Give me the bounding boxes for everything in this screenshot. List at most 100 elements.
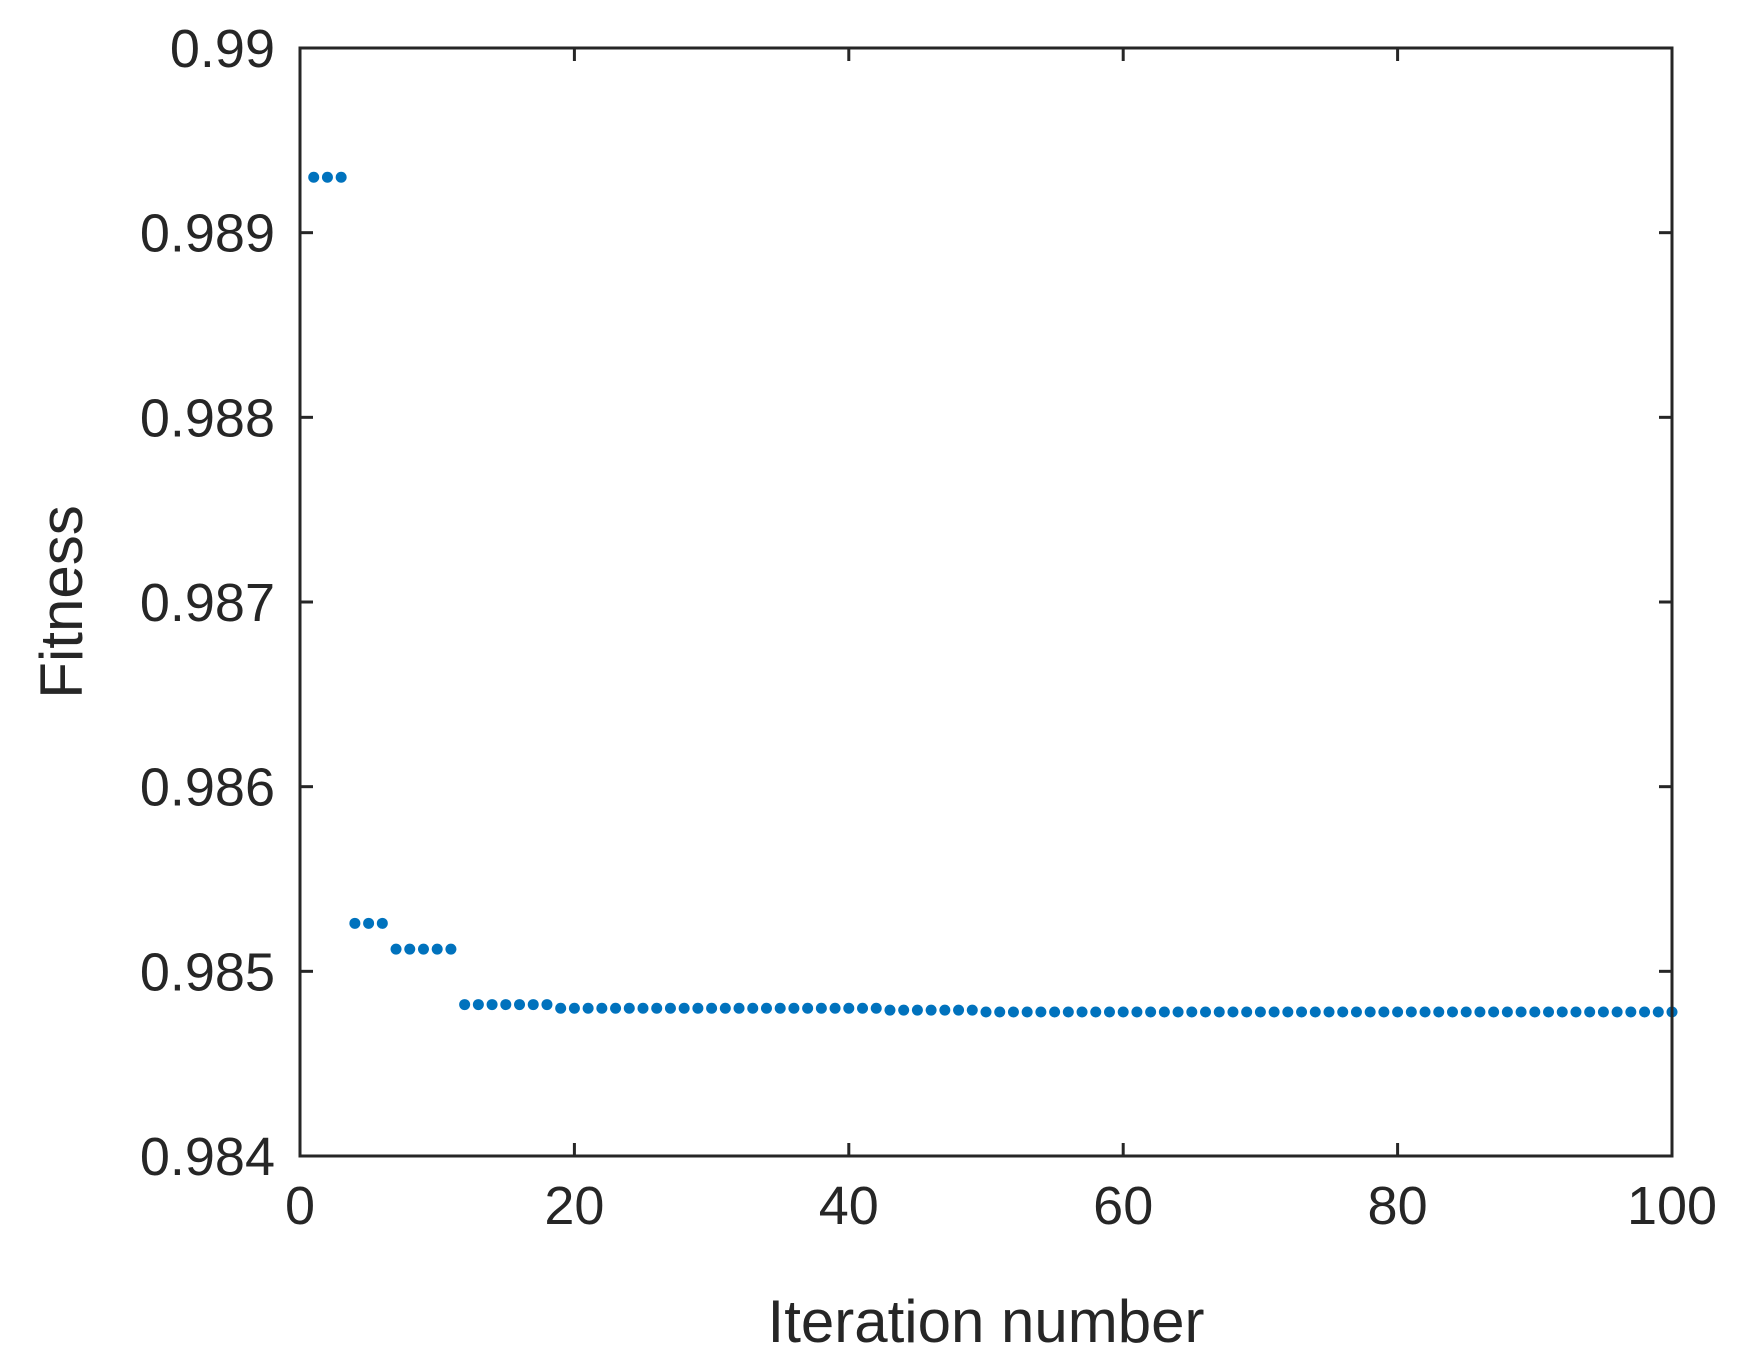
data-point: [1584, 1006, 1596, 1018]
data-point: [651, 1002, 663, 1014]
data-point: [1241, 1006, 1253, 1018]
data-point: [1076, 1006, 1088, 1018]
x-tick-label: 60: [1093, 1176, 1153, 1236]
data-point: [1392, 1006, 1404, 1018]
data-point: [541, 999, 553, 1011]
data-point: [1158, 1006, 1170, 1018]
x-tick-label: 0: [285, 1176, 315, 1236]
data-point: [527, 999, 539, 1011]
data-point: [678, 1002, 690, 1014]
data-point: [1405, 1006, 1417, 1018]
data-point: [994, 1006, 1006, 1018]
data-point: [1227, 1006, 1239, 1018]
data-point: [925, 1004, 937, 1016]
data-point: [966, 1004, 978, 1016]
data-point: [664, 1002, 676, 1014]
data-point: [1172, 1006, 1184, 1018]
data-point: [390, 943, 402, 955]
data-point: [1501, 1006, 1513, 1018]
data-point: [500, 999, 512, 1011]
data-point: [568, 1002, 580, 1014]
data-point: [1131, 1006, 1143, 1018]
data-point: [596, 1002, 608, 1014]
x-tick-label: 40: [819, 1176, 879, 1236]
data-point: [1625, 1006, 1637, 1018]
data-point: [1515, 1006, 1527, 1018]
data-point: [349, 917, 361, 929]
y-tick-label: 0.986: [140, 758, 275, 818]
data-point: [898, 1004, 910, 1016]
data-point: [431, 943, 443, 955]
data-point: [1200, 1006, 1212, 1018]
data-point: [1145, 1006, 1157, 1018]
x-tick-label: 100: [1627, 1176, 1717, 1236]
data-point: [953, 1004, 965, 1016]
data-point: [760, 1002, 772, 1014]
data-points: [308, 171, 1678, 1018]
data-point: [1117, 1006, 1129, 1018]
data-point: [1254, 1006, 1266, 1018]
data-point: [1337, 1006, 1349, 1018]
data-point: [582, 1002, 594, 1014]
data-point: [1556, 1006, 1568, 1018]
data-point: [939, 1004, 951, 1016]
data-point: [555, 1002, 567, 1014]
data-point: [870, 1002, 882, 1014]
data-point: [1186, 1006, 1198, 1018]
plot-frame: [298, 46, 1674, 1158]
data-point: [623, 1002, 635, 1014]
data-point: [472, 999, 484, 1011]
data-point: [1570, 1006, 1582, 1018]
data-point: [1364, 1006, 1376, 1018]
data-point: [802, 1002, 814, 1014]
data-point: [774, 1002, 786, 1014]
data-point: [1543, 1006, 1555, 1018]
data-point: [911, 1004, 923, 1016]
data-point: [857, 1002, 869, 1014]
data-point: [1488, 1006, 1500, 1018]
data-point: [829, 1002, 841, 1014]
data-point: [1446, 1006, 1458, 1018]
data-point: [308, 171, 320, 183]
data-point: [1007, 1006, 1019, 1018]
data-point: [363, 917, 375, 929]
data-point: [733, 1002, 745, 1014]
data-point: [884, 1004, 896, 1016]
data-point: [1021, 1006, 1033, 1018]
data-point: [321, 171, 333, 183]
data-point: [376, 917, 388, 929]
data-point: [747, 1002, 759, 1014]
data-point: [1090, 1006, 1102, 1018]
data-point: [459, 999, 471, 1011]
y-tick-label: 0.985: [140, 942, 275, 1002]
y-tick-label: 0.988: [140, 388, 275, 448]
data-point: [1460, 1006, 1472, 1018]
data-point: [1652, 1006, 1664, 1018]
data-point: [417, 943, 429, 955]
data-point: [788, 1002, 800, 1014]
data-point: [1474, 1006, 1486, 1018]
data-point: [706, 1002, 718, 1014]
data-point: [1323, 1006, 1335, 1018]
data-point: [637, 1002, 649, 1014]
data-point: [1062, 1006, 1074, 1018]
y-axis-title: Fitness: [28, 505, 95, 698]
x-tick-label: 80: [1368, 1176, 1428, 1236]
data-point: [1639, 1006, 1651, 1018]
data-point: [1597, 1006, 1609, 1018]
data-point: [514, 999, 526, 1011]
data-point: [1529, 1006, 1541, 1018]
x-tick-label: 20: [544, 1176, 604, 1236]
data-point: [980, 1006, 992, 1018]
y-tick-label: 0.987: [140, 573, 275, 633]
data-point: [445, 943, 457, 955]
y-tick-label: 0.99: [170, 19, 275, 79]
data-point: [1268, 1006, 1280, 1018]
x-axis-title: Iteration number: [768, 1288, 1205, 1355]
data-point: [610, 1002, 622, 1014]
data-point: [843, 1002, 855, 1014]
data-point: [1350, 1006, 1362, 1018]
data-point: [1309, 1006, 1321, 1018]
